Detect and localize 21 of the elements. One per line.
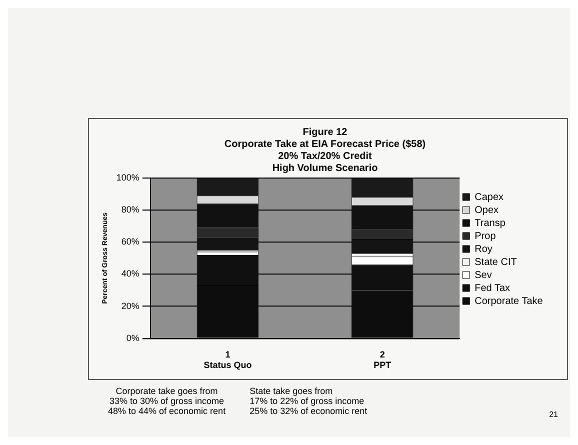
legend-label: Capex bbox=[474, 192, 504, 203]
y-tick-label: 40% bbox=[121, 268, 140, 279]
chart-title: Figure 12 Corporate Take at EIA Forecast Price ($58) 20% Tax/20% Credit High Volume Scenario bbox=[224, 126, 426, 174]
legend-label: Sev bbox=[474, 270, 492, 281]
legend-label: Opex bbox=[474, 204, 499, 216]
x-tick-label: 2 PPT bbox=[374, 349, 392, 370]
y-tick-label: 0% bbox=[126, 332, 140, 343]
legend-label: Transp bbox=[474, 218, 506, 229]
y-tick-label: 100% bbox=[116, 172, 140, 182]
legend-label: Prop bbox=[474, 230, 496, 242]
legend-label: Corporate Take bbox=[474, 296, 544, 307]
y-tick-label: 60% bbox=[121, 236, 140, 247]
text: Corporate take goes from 33% to 30% of gross income 48% to 44% of economic rent bbox=[108, 386, 226, 416]
text: 21 bbox=[549, 410, 558, 419]
y-tick-label: 20% bbox=[121, 300, 140, 311]
x-tick-label: 1 Status Quo bbox=[204, 349, 252, 370]
legend-label: Roy bbox=[474, 244, 492, 255]
legend-label: Fed Tax bbox=[474, 282, 510, 294]
y-tick-label: 80% bbox=[121, 204, 140, 215]
legend-label: State CIT bbox=[474, 256, 517, 268]
text: State take goes from 17% to 22% of gross income 25% to 32% of economic rent bbox=[250, 386, 368, 416]
